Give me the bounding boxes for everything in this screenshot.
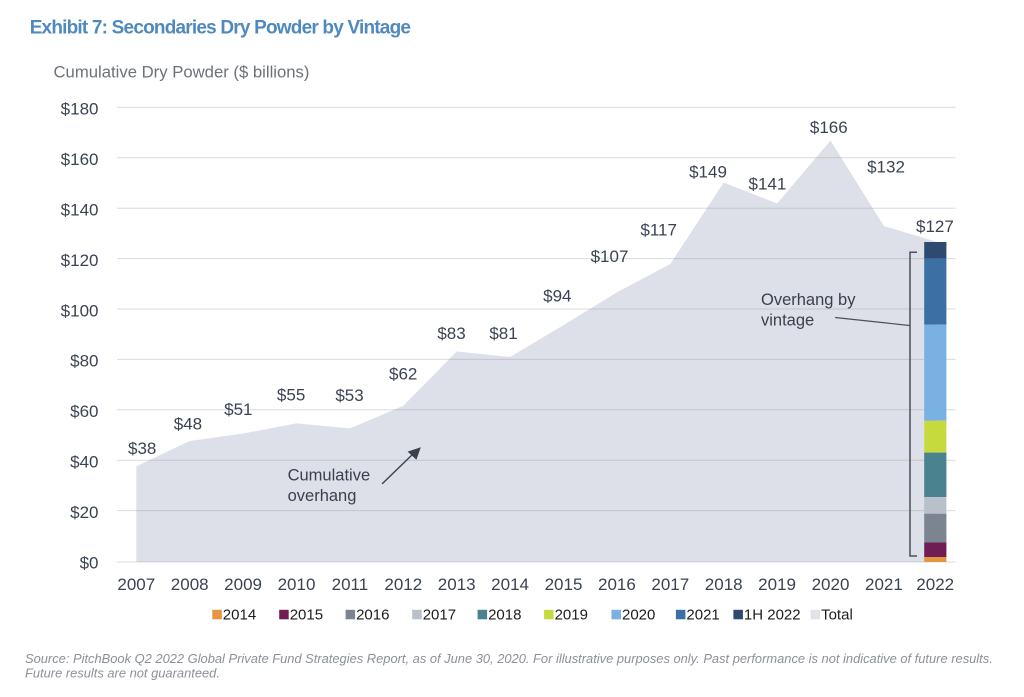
svg-text:$40: $40 bbox=[70, 453, 98, 472]
svg-text:2018: 2018 bbox=[705, 575, 743, 594]
svg-text:$140: $140 bbox=[61, 201, 99, 220]
svg-text:$51: $51 bbox=[224, 400, 252, 419]
svg-text:2007: 2007 bbox=[117, 575, 155, 594]
svg-text:$141: $141 bbox=[748, 175, 786, 194]
svg-text:2020: 2020 bbox=[812, 575, 850, 594]
svg-text:$117: $117 bbox=[640, 221, 677, 240]
svg-text:1H 2022: 1H 2022 bbox=[744, 607, 801, 624]
svg-text:2017: 2017 bbox=[651, 575, 689, 594]
svg-text:Overhang by: Overhang by bbox=[761, 291, 856, 309]
svg-text:2017: 2017 bbox=[423, 607, 456, 624]
svg-text:Source: PitchBook Q2 2022 Glob: Source: PitchBook Q2 2022 Global Private… bbox=[25, 651, 993, 666]
svg-text:2014: 2014 bbox=[491, 575, 529, 594]
svg-text:$20: $20 bbox=[70, 503, 98, 522]
svg-text:2018: 2018 bbox=[488, 607, 521, 624]
svg-text:$83: $83 bbox=[437, 324, 465, 343]
svg-text:$127: $127 bbox=[916, 217, 954, 236]
svg-text:$80: $80 bbox=[70, 352, 98, 371]
svg-text:2022: 2022 bbox=[916, 575, 954, 594]
svg-text:2021: 2021 bbox=[865, 575, 903, 594]
svg-text:2010: 2010 bbox=[278, 575, 316, 594]
svg-text:$0: $0 bbox=[80, 553, 99, 572]
svg-text:Exhibit 7: Secondaries Dry Pow: Exhibit 7: Secondaries Dry Powder by Vin… bbox=[30, 18, 411, 39]
svg-text:$107: $107 bbox=[591, 247, 629, 266]
svg-text:$166: $166 bbox=[810, 118, 848, 137]
svg-text:2012: 2012 bbox=[384, 575, 422, 594]
svg-text:$62: $62 bbox=[389, 364, 417, 383]
svg-text:$160: $160 bbox=[61, 150, 99, 169]
svg-text:2021: 2021 bbox=[686, 607, 719, 624]
svg-text:2015: 2015 bbox=[290, 607, 323, 624]
svg-text:Cumulative: Cumulative bbox=[288, 467, 371, 485]
svg-text:$38: $38 bbox=[128, 439, 156, 458]
svg-text:2011: 2011 bbox=[332, 575, 369, 594]
svg-text:$55: $55 bbox=[277, 385, 305, 404]
svg-text:Cumulative Dry Powder ($ billi: Cumulative Dry Powder ($ billions) bbox=[54, 63, 310, 82]
svg-text:2013: 2013 bbox=[438, 575, 476, 594]
svg-text:2008: 2008 bbox=[171, 575, 209, 594]
svg-text:vintage: vintage bbox=[761, 312, 814, 330]
svg-text:$60: $60 bbox=[70, 402, 98, 421]
svg-text:2020: 2020 bbox=[622, 607, 655, 624]
svg-text:$180: $180 bbox=[61, 100, 99, 119]
svg-text:$94: $94 bbox=[543, 286, 571, 305]
svg-text:2019: 2019 bbox=[758, 575, 796, 594]
svg-text:$53: $53 bbox=[335, 386, 363, 405]
svg-text:$81: $81 bbox=[489, 324, 517, 343]
svg-text:2014: 2014 bbox=[223, 607, 256, 624]
svg-text:2015: 2015 bbox=[545, 575, 583, 594]
svg-text:$120: $120 bbox=[61, 251, 99, 270]
svg-text:Future results are not guarant: Future results are not guaranteed. bbox=[25, 666, 220, 681]
svg-text:2009: 2009 bbox=[224, 575, 262, 594]
svg-text:2016: 2016 bbox=[598, 575, 636, 594]
svg-text:$48: $48 bbox=[174, 415, 202, 434]
svg-text:2019: 2019 bbox=[555, 607, 588, 624]
svg-text:2016: 2016 bbox=[356, 607, 389, 624]
svg-text:$132: $132 bbox=[867, 158, 905, 177]
svg-text:overhang: overhang bbox=[288, 487, 357, 505]
svg-text:$100: $100 bbox=[61, 301, 99, 320]
svg-text:$149: $149 bbox=[689, 163, 727, 182]
svg-text:Total: Total bbox=[821, 607, 853, 624]
